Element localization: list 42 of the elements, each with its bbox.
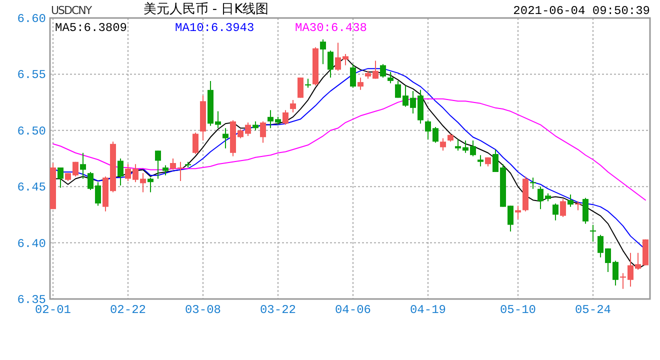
x-tick-label: 05-24 bbox=[574, 303, 612, 317]
candlestick bbox=[148, 177, 154, 193]
candlestick bbox=[192, 132, 198, 155]
candlestick bbox=[260, 120, 266, 144]
candlestick bbox=[162, 164, 168, 176]
candlestick bbox=[155, 150, 161, 180]
candlestick bbox=[568, 194, 574, 208]
x-tick-label: 03-22 bbox=[260, 303, 296, 317]
candlestick bbox=[320, 38, 326, 65]
y-tick-label: 6.60 bbox=[17, 12, 46, 26]
x-tick-label: 02-01 bbox=[34, 303, 72, 317]
candlestick bbox=[80, 152, 86, 180]
candlestick bbox=[350, 64, 356, 88]
x-tick-label: 05-10 bbox=[500, 303, 536, 317]
text: 2021-06-04 09:50:39 bbox=[513, 4, 650, 18]
chart-title: 美元人民币 - 日K线图 bbox=[143, 1, 269, 17]
candlestick bbox=[282, 110, 288, 126]
candlestick bbox=[328, 50, 334, 78]
legend: MA5:6.3809 MA10:6.3943 MA30:6.438 bbox=[55, 21, 368, 35]
candlestick bbox=[358, 77, 364, 90]
text: USDCNY bbox=[51, 4, 92, 17]
candlestick bbox=[440, 138, 446, 152]
candlestick bbox=[58, 166, 64, 188]
candlestick bbox=[380, 64, 386, 78]
x-tick-label: 04-19 bbox=[410, 303, 446, 317]
candlestick bbox=[552, 202, 558, 221]
candlestick bbox=[290, 100, 296, 113]
x-tick-label: 03-08 bbox=[184, 303, 222, 317]
x-tick-label: 02-22 bbox=[110, 303, 146, 317]
candlestick bbox=[118, 158, 124, 186]
candlestick bbox=[222, 128, 228, 149]
candlestick bbox=[560, 198, 566, 218]
y-tick-label: 6.45 bbox=[17, 180, 46, 195]
y-tick-label: 6.40 bbox=[17, 236, 46, 251]
x-tick-label: 04-06 bbox=[334, 303, 372, 317]
candlestick bbox=[478, 154, 484, 167]
y-tick-label: 6.55 bbox=[17, 68, 46, 82]
y-tick-label: 6.50 bbox=[17, 124, 46, 138]
candlestick bbox=[515, 205, 521, 220]
candlestick bbox=[582, 197, 588, 224]
candlestick bbox=[388, 71, 394, 84]
candlestick bbox=[298, 77, 304, 98]
